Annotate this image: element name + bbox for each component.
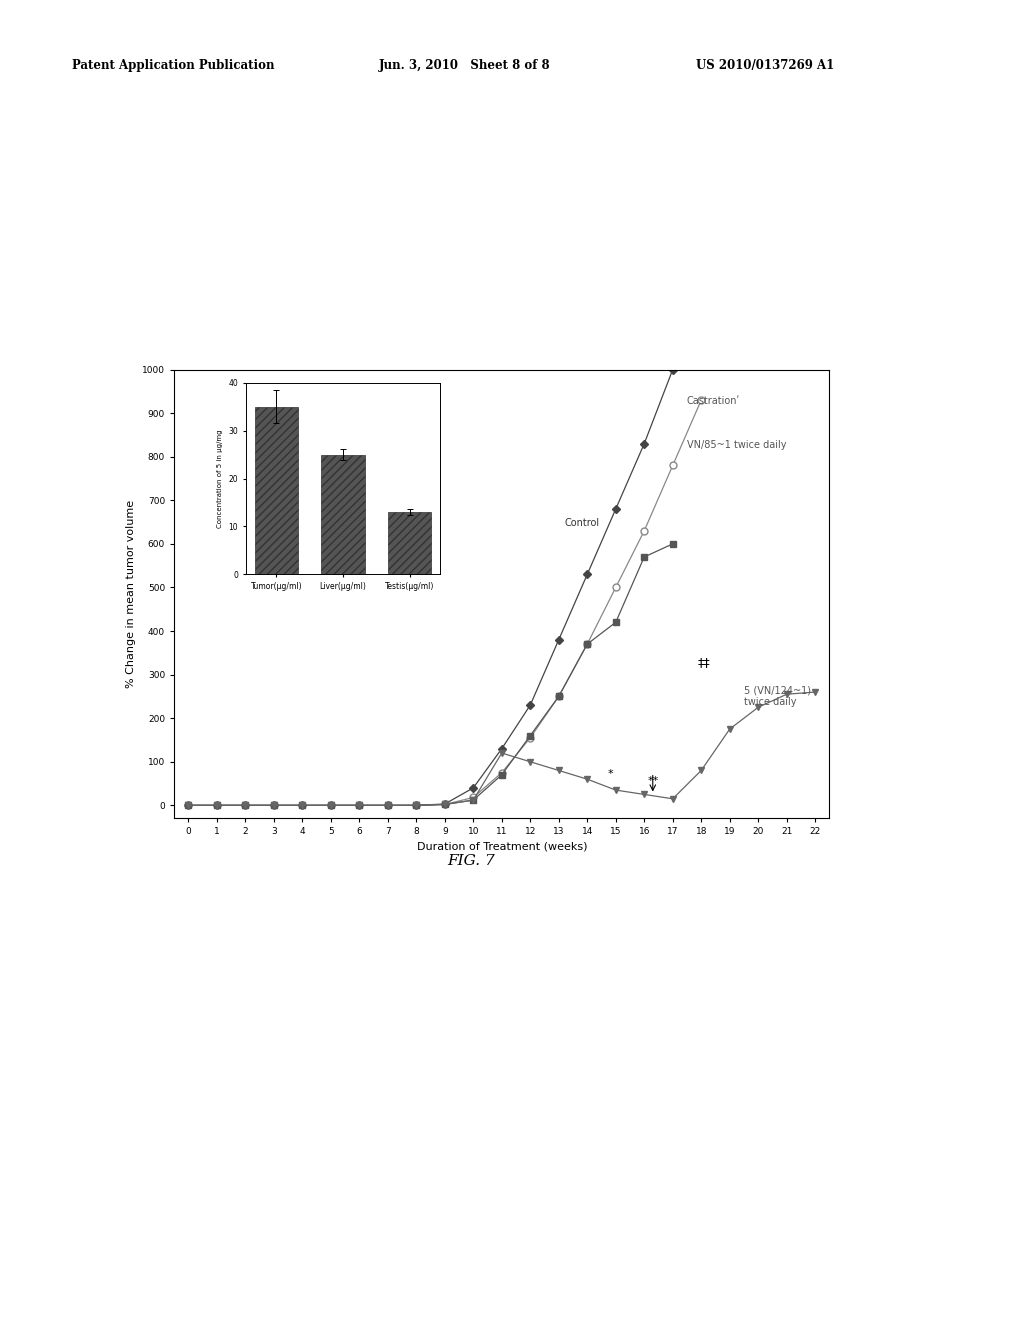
- Text: 5 (VN/124~1)
twice daily: 5 (VN/124~1) twice daily: [744, 685, 811, 708]
- Text: Jun. 3, 2010   Sheet 8 of 8: Jun. 3, 2010 Sheet 8 of 8: [379, 58, 551, 71]
- Text: **: **: [647, 776, 658, 785]
- Text: Castrationʹ: Castrationʹ: [687, 396, 740, 407]
- Y-axis label: Concentration of 5 in μg/mg: Concentration of 5 in μg/mg: [217, 429, 223, 528]
- Text: ‡‡: ‡‡: [697, 656, 711, 669]
- Y-axis label: % Change in mean tumor volume: % Change in mean tumor volume: [127, 500, 136, 688]
- X-axis label: Duration of Treatment (weeks): Duration of Treatment (weeks): [417, 842, 587, 851]
- Bar: [388, 512, 431, 574]
- Bar: [255, 407, 298, 574]
- Text: Control: Control: [564, 519, 600, 528]
- Text: FIG. 7: FIG. 7: [447, 854, 495, 867]
- Text: *: *: [607, 770, 612, 779]
- Bar: [322, 454, 365, 574]
- Text: VN/85~1 twice daily: VN/85~1 twice daily: [687, 440, 786, 450]
- Text: US 2010/0137269 A1: US 2010/0137269 A1: [696, 58, 835, 71]
- Text: Patent Application Publication: Patent Application Publication: [72, 58, 274, 71]
